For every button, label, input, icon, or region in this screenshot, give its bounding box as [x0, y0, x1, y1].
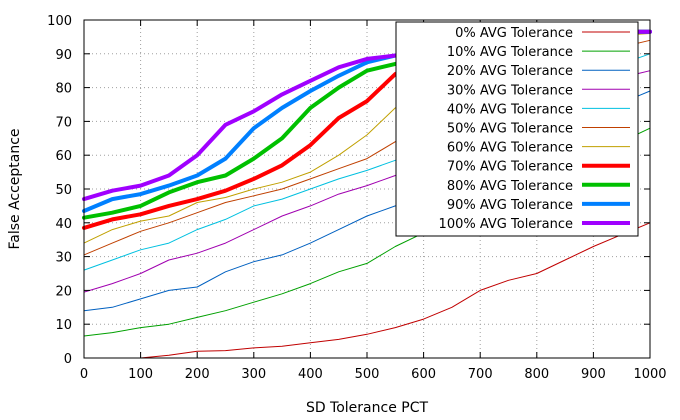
x-tick-label: 100: [128, 367, 153, 382]
x-tick-label: 300: [241, 367, 266, 382]
x-tick-label: 1000: [633, 367, 666, 382]
legend-label-5: 50% AVG Tolerance: [447, 122, 573, 137]
legend-label-6: 60% AVG Tolerance: [447, 141, 573, 156]
y-axis-label: False Acceptance: [7, 128, 23, 249]
legend-label-4: 40% AVG Tolerance: [447, 102, 573, 117]
y-tick-label: 100: [47, 14, 72, 29]
x-tick-label: 800: [524, 367, 549, 382]
legend-box: [395, 21, 639, 237]
y-tick-label: 80: [55, 82, 72, 97]
x-tick-label: 200: [185, 367, 210, 382]
x-tick-label: 600: [411, 367, 436, 382]
y-tick-label: 10: [55, 318, 72, 333]
legend-label-10: 100% AVG Tolerance: [439, 217, 573, 232]
legend-label-1: 10% AVG Tolerance: [447, 45, 573, 60]
legend-label-3: 30% AVG Tolerance: [447, 83, 573, 98]
y-tick-label: 40: [55, 217, 72, 232]
x-axis-label: SD Tolerance PCT: [306, 400, 429, 416]
legend-label-7: 70% AVG Tolerance: [447, 160, 573, 175]
y-tick-label: 70: [55, 115, 72, 130]
y-tick-label: 30: [55, 251, 72, 266]
series-line-0: [83, 222, 651, 359]
legend: 0% AVG Tolerance 10% AVG Tolerance 20% AVG…: [395, 21, 639, 237]
legend-label-8: 80% AVG Tolerance: [447, 179, 573, 194]
legend-label-0: 0% AVG Tolerance: [455, 26, 573, 41]
legend-label-2: 20% AVG Tolerance: [447, 64, 573, 79]
x-tick-label: 400: [298, 367, 323, 382]
y-tick-label: 50: [55, 183, 72, 198]
y-tick-label: 90: [55, 48, 72, 63]
y-tick-label: 0: [64, 352, 72, 367]
y-tick-label: 60: [55, 149, 72, 164]
legend-label-9: 90% AVG Tolerance: [447, 198, 573, 213]
x-tick-label: 700: [468, 367, 493, 382]
axis-ticks: 0 100 200 300 400 500 600 700 800 900 1000 0 10 20 30 4…: [47, 14, 666, 382]
y-tick-label: 20: [55, 284, 72, 299]
x-tick-label: 500: [355, 367, 380, 382]
x-tick-label: 0: [80, 367, 88, 382]
x-tick-label: 900: [581, 367, 606, 382]
